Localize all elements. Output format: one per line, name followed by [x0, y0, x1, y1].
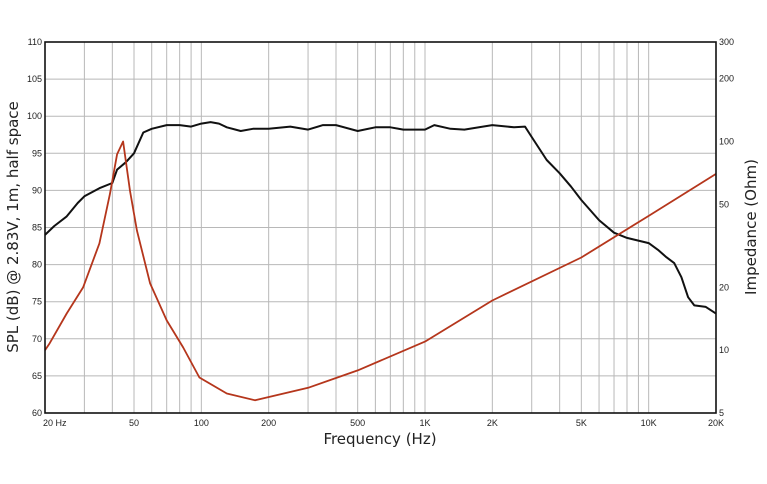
y-tick-label: 100 [27, 111, 42, 121]
x-axis-label: Frequency (Hz) [323, 430, 436, 448]
x-tick-label: 20K [708, 418, 724, 428]
y2-tick-label: 100 [719, 137, 734, 147]
series-line-impedance [44, 140, 717, 402]
x-tick-label: 20 Hz [43, 418, 67, 428]
y2-tick-label: 10 [719, 345, 729, 355]
y-tick-label: 75 [32, 297, 42, 307]
y-tick-label: 110 [28, 37, 42, 47]
series-layer [44, 121, 717, 402]
x-tick-labels: 20 Hz 50 100 200 500 1K 2K 5K 10K 20K [43, 418, 724, 428]
grid [45, 42, 716, 413]
y2-tick-label: 5 [719, 408, 724, 418]
y2-axis-label: Impedance (Ohm) [742, 159, 760, 295]
plot-frame [44, 41, 717, 414]
y-tick-label: 65 [32, 371, 42, 381]
x-tick-label: 200 [261, 418, 276, 428]
y-tick-label: 105 [27, 74, 42, 84]
x-tick-label: 500 [350, 418, 365, 428]
y2-tick-label: 300 [719, 37, 734, 47]
x-tick-label: 10K [641, 418, 657, 428]
y-tick-label: 80 [32, 260, 42, 270]
x-tick-label: 100 [194, 418, 209, 428]
x-tick-label: 5K [576, 418, 587, 428]
y2-tick-label: 20 [719, 282, 729, 292]
y2-tick-labels: 5 10 20 50 100 200 300 [719, 37, 734, 418]
y2-tick-label: 50 [719, 199, 729, 209]
y2-tick-label: 200 [719, 74, 734, 84]
y-tick-label: 60 [32, 408, 42, 418]
y-tick-labels: 60 65 70 75 80 85 90 95 100 105 110 [27, 37, 42, 418]
x-tick-label: 50 [129, 418, 139, 428]
x-tick-label: 1K [419, 418, 430, 428]
y-tick-label: 70 [32, 334, 42, 344]
y-tick-label: 90 [32, 185, 42, 195]
y-tick-label: 95 [32, 148, 42, 158]
y-tick-label: 85 [32, 223, 42, 233]
x-tick-label: 2K [487, 418, 498, 428]
series-line-spl [44, 121, 717, 315]
y-axis-label: SPL (dB) @ 2.83V, 1m, half space [4, 101, 22, 353]
